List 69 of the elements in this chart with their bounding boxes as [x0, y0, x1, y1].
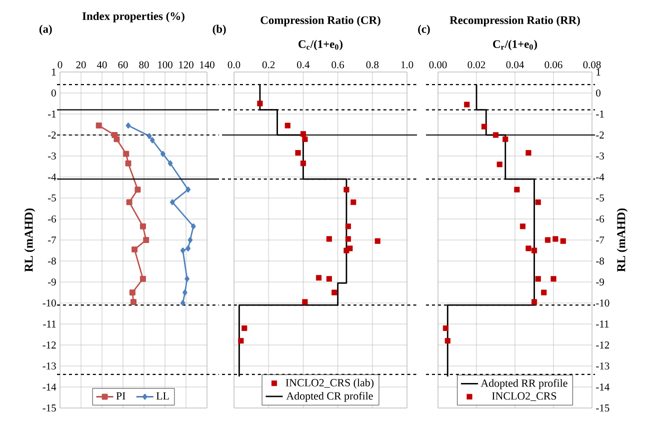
x-tick-label: 1.0	[401, 61, 414, 68]
x-tick-label: 60	[118, 61, 128, 68]
x-tick-label: 80	[139, 61, 149, 68]
x-tick-label: 0.0	[228, 61, 240, 68]
y-axis-title: RL (mAHD)	[616, 208, 628, 272]
x-axis-title: C$_{r}$/(1+e$_{0}$)	[493, 40, 537, 50]
x-tick-label: 0.04	[506, 61, 524, 68]
y-tick-label: -6	[596, 215, 604, 223]
y-tick-label: -5	[596, 194, 604, 202]
y-tick-label: -5	[48, 194, 56, 202]
chart-title: Recompression Ratio (RR)	[450, 16, 580, 26]
y-tick-label: -6	[48, 215, 56, 223]
x-tick-label: 100	[158, 61, 172, 68]
y-tick-label: -13	[42, 362, 56, 370]
y-tick-label: -8	[596, 257, 604, 265]
x-tick-label: 0.06	[544, 61, 562, 68]
legend-label: PI	[116, 392, 126, 400]
y-tick-label: -3	[48, 152, 56, 160]
y-tick-label: -10	[596, 299, 610, 307]
y-tick-label: -11	[43, 320, 56, 328]
text: (b)	[212, 24, 226, 36]
y-tick-label: -12	[596, 342, 610, 348]
y-tick-label: -4	[596, 174, 604, 180]
y-tick-label: -3	[596, 152, 604, 160]
legend-label: LL	[156, 392, 169, 400]
y-tick-label: -7	[48, 236, 56, 244]
y-tick-label: 1	[596, 68, 600, 76]
y-tick-label: -11	[596, 320, 609, 328]
x-tick-label: 0.4	[297, 61, 310, 68]
y-tick-label: -9	[596, 278, 604, 286]
x-axis-title: C$_{c}$/(1+e$_{0}$)	[298, 40, 342, 50]
y-tick-label: -14	[596, 384, 610, 390]
x-tick-label: 0	[58, 61, 62, 68]
y-tick-label: -2	[596, 132, 604, 138]
y-tick-label: 0	[51, 89, 56, 97]
y-tick-label: -1	[596, 110, 604, 118]
legend-label: Adopted CR profile	[286, 392, 373, 402]
y-tick-label: -15	[42, 404, 56, 412]
y-tick-label: -13	[596, 362, 610, 370]
y-tick-label: -2	[48, 132, 56, 138]
text: (a)	[39, 24, 52, 36]
x-tick-label: 140	[200, 61, 214, 68]
y-tick-label: -7	[596, 236, 604, 244]
chart-title: Compression Ratio (CR)	[260, 16, 380, 26]
y-tick-label: -4	[48, 174, 56, 180]
x-tick-label: 0.08	[583, 61, 601, 68]
chart-title: Index properties (%)	[82, 12, 184, 22]
x-tick-label: 0.6	[332, 61, 344, 68]
y-tick-label: -14	[42, 384, 56, 390]
legend-label: INCLO2_CRS	[492, 392, 556, 401]
y-axis-title: RL (mAHD)	[24, 208, 36, 272]
text: (c)	[418, 24, 430, 36]
y-tick-label: -9	[48, 278, 56, 286]
legend-label: INCLO2_CRS (lab)	[286, 378, 374, 389]
y-tick-label: 1	[52, 68, 56, 76]
legend-label: Adopted RR profile	[480, 379, 568, 390]
x-tick-label: 20	[76, 61, 86, 68]
y-tick-label: -12	[42, 342, 56, 348]
x-tick-label: 120	[179, 61, 194, 68]
y-tick-label: -15	[596, 404, 610, 412]
y-tick-label: 0	[596, 89, 601, 97]
y-tick-label: -1	[48, 110, 56, 118]
y-tick-label: -10	[42, 299, 56, 307]
y-tick-label: -8	[48, 257, 56, 265]
x-tick-label: 0.02	[468, 61, 486, 68]
x-tick-label: 0.00	[429, 61, 447, 68]
x-tick-label: 0.2	[262, 61, 275, 68]
x-tick-label: 0.8	[366, 61, 379, 68]
x-tick-label: 40	[96, 61, 107, 68]
